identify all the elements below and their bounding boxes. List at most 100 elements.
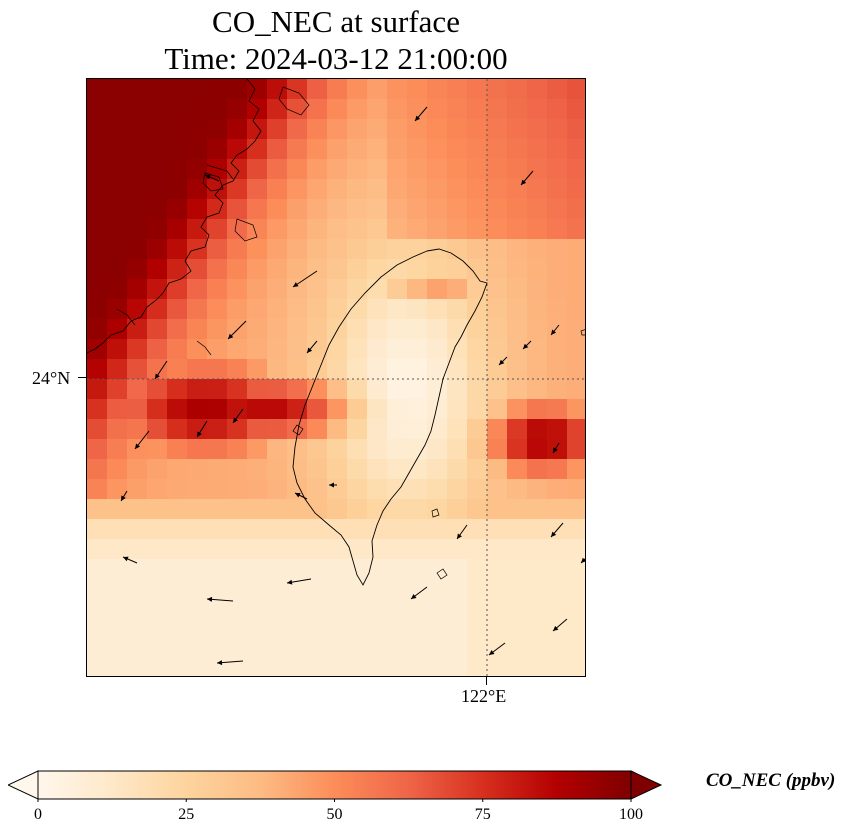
field-cell <box>127 219 148 240</box>
field-cell <box>327 119 348 140</box>
field-cell <box>287 279 308 300</box>
field-cell <box>387 599 408 620</box>
field-cell <box>187 439 208 460</box>
field-cell <box>287 139 308 160</box>
field-cell <box>407 659 428 676</box>
field-cell <box>467 359 488 380</box>
field-cell <box>327 99 348 120</box>
field-cell <box>447 219 468 240</box>
field-cell <box>467 459 488 480</box>
field-cell <box>307 399 328 420</box>
field-cell <box>507 459 528 480</box>
field-cell <box>247 179 268 200</box>
field-cell <box>447 419 468 440</box>
field-cell <box>207 339 228 360</box>
field-cell <box>547 419 568 440</box>
field-cell <box>307 499 328 520</box>
field-cell <box>387 499 408 520</box>
field-cell <box>107 459 128 480</box>
field-cell <box>327 279 348 300</box>
field-cell <box>567 399 585 420</box>
field-cell <box>447 279 468 300</box>
field-cell <box>367 459 388 480</box>
field-cell <box>247 439 268 460</box>
wind-arrow-head <box>155 373 160 379</box>
field-cell <box>287 239 308 260</box>
field-cell <box>567 79 585 100</box>
field-cell <box>87 519 108 540</box>
field-cell <box>447 179 468 200</box>
field-cell <box>107 619 128 640</box>
field-cell <box>167 219 188 240</box>
concentration-field <box>87 79 585 676</box>
field-cell <box>147 559 168 580</box>
field-cell <box>407 239 428 260</box>
field-cell <box>507 299 528 320</box>
field-cell <box>147 639 168 660</box>
field-cell <box>547 99 568 120</box>
field-cell <box>187 99 208 120</box>
field-cell <box>267 359 288 380</box>
field-cell <box>427 199 448 220</box>
field-cell <box>287 299 308 320</box>
field-cell <box>207 239 228 260</box>
field-cell <box>527 239 548 260</box>
field-cell <box>487 119 508 140</box>
lat-tick-mark <box>78 377 86 378</box>
field-cell <box>147 499 168 520</box>
field-cell <box>147 659 168 676</box>
field-cell <box>327 79 348 100</box>
field-cell <box>407 499 428 520</box>
field-cell <box>307 359 328 380</box>
field-cell <box>307 179 328 200</box>
field-cell <box>427 299 448 320</box>
field-cell <box>107 439 128 460</box>
field-cell <box>547 239 568 260</box>
field-cell <box>187 399 208 420</box>
field-cell <box>307 539 328 560</box>
field-cell <box>147 79 168 100</box>
field-cell <box>407 599 428 620</box>
field-cell <box>407 219 428 240</box>
field-cell <box>307 99 328 120</box>
field-cell <box>147 479 168 500</box>
field-cell <box>567 619 585 640</box>
field-cell <box>447 479 468 500</box>
field-cell <box>307 319 328 340</box>
field-cell <box>287 619 308 640</box>
field-cell <box>567 639 585 660</box>
field-cell <box>387 439 408 460</box>
field-cell <box>527 459 548 480</box>
field-cell <box>167 339 188 360</box>
field-cell <box>547 279 568 300</box>
field-cell <box>567 479 585 500</box>
field-cell <box>127 199 148 220</box>
field-cell <box>87 299 108 320</box>
field-cell <box>327 599 348 620</box>
field-cell <box>447 239 468 260</box>
colorbar-extend-max <box>630 770 663 800</box>
field-cell <box>427 579 448 600</box>
field-cell <box>547 399 568 420</box>
field-cell <box>367 399 388 420</box>
field-cell <box>387 159 408 180</box>
field-cell <box>367 139 388 160</box>
field-cell <box>447 519 468 540</box>
field-cell <box>247 139 268 160</box>
field-cell <box>367 599 388 620</box>
concentration-map <box>87 79 585 676</box>
field-cell <box>527 539 548 560</box>
field-cell <box>567 499 585 520</box>
field-cell <box>227 179 248 200</box>
field-cell <box>567 119 585 140</box>
field-cell <box>107 399 128 420</box>
field-cell <box>327 579 348 600</box>
field-cell <box>427 639 448 660</box>
field-cell <box>547 299 568 320</box>
field-cell <box>427 659 448 676</box>
field-cell <box>287 459 308 480</box>
field-cell <box>507 619 528 640</box>
field-cell <box>127 159 148 180</box>
field-cell <box>267 519 288 540</box>
field-cell <box>327 459 348 480</box>
